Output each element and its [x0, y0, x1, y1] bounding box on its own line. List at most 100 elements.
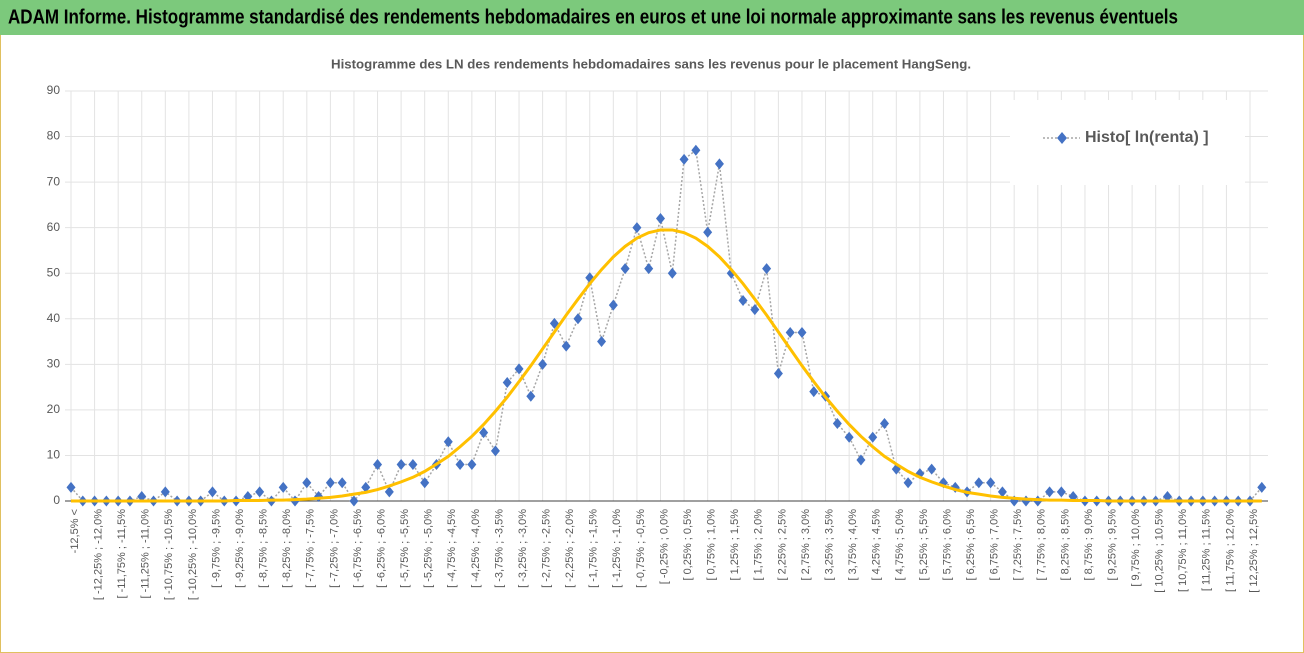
data-point [1045, 486, 1055, 498]
data-point [549, 317, 559, 329]
data-point [797, 326, 807, 338]
data-point [349, 495, 359, 507]
data-point [337, 477, 347, 489]
data-point [632, 222, 642, 234]
x-tick-label: [ -2,75% ; -2,5% [541, 509, 553, 588]
legend-box [1010, 100, 1245, 185]
x-tick-label: [ 1,25% ; 1,5% [729, 509, 741, 581]
x-tick-label: [ -11,75% ; -11,5% [116, 509, 128, 599]
x-tick-label: [ 10,75% ; 11,0% [1177, 509, 1189, 592]
x-tick-label: [ 11,25% ; 11,5% [1201, 509, 1213, 591]
x-tick-label: [ 9,25% ; 9,5% [1106, 509, 1118, 581]
x-tick-label: [ -9,75% ; -9,5% [210, 509, 222, 588]
data-point [467, 459, 477, 471]
x-tick-label: [ 11,75% ; 12,0% [1224, 509, 1236, 592]
x-tick-label: [ 7,75% ; 8,0% [1036, 509, 1048, 581]
x-tick-label: [ 0,25% ; 0,5% [682, 509, 694, 581]
x-tick-label: [ -5,75% ; -5,5% [399, 509, 411, 588]
y-tick-label: 80 [47, 129, 61, 143]
data-point [691, 144, 701, 156]
data-point [903, 477, 913, 489]
data-point [656, 213, 665, 225]
data-point [455, 459, 465, 471]
data-point [844, 431, 854, 443]
data-point [502, 377, 512, 389]
data-point [443, 436, 453, 448]
x-tick-label: [ 3,75% ; 4,0% [847, 509, 859, 581]
x-tick-label: [ -1,25% ; -1,0% [611, 509, 623, 588]
x-tick-label: [ -2,25% ; -2,0% [564, 509, 576, 588]
x-tick-label: [ 8,25% ; 8,5% [1059, 509, 1071, 581]
data-point [679, 153, 689, 165]
x-tick-label: -12,5% < [69, 509, 81, 553]
data-point [160, 486, 170, 498]
data-point [66, 481, 76, 493]
x-tick-label: [ 3,25% ; 3,5% [823, 509, 835, 581]
y-tick-label: 90 [47, 83, 61, 97]
y-tick-label: 20 [47, 402, 61, 416]
data-point [667, 267, 677, 279]
data-point [644, 263, 654, 275]
data-point [738, 295, 748, 307]
data-point [927, 463, 937, 475]
data-point [868, 431, 878, 443]
x-tick-label: [ -6,75% ; -6,5% [352, 509, 364, 588]
x-tick-label: [ -7,25% ; -7,0% [328, 509, 340, 588]
data-point [762, 263, 772, 275]
title-bar [0, 0, 1304, 35]
data-point [408, 459, 418, 471]
x-tick-label: [ 4,75% ; 5,0% [894, 509, 906, 581]
x-tick-label: [ -10,75% ; -10,5% [163, 509, 175, 600]
series-line [71, 228, 1262, 503]
data-point [325, 477, 335, 489]
data-point [750, 304, 760, 316]
x-tick-label: [ 10,25% ; 10,5% [1154, 509, 1166, 593]
x-tick-label: [ -9,25% ; -9,0% [234, 509, 246, 588]
data-point [974, 477, 984, 489]
data-point [1056, 486, 1066, 498]
x-tick-label: [ -3,25% ; -3,0% [517, 509, 529, 588]
x-tick-label: [ 2,75% ; 3,0% [800, 509, 812, 581]
x-tick-label: [ 2,25% ; 2,5% [776, 509, 788, 581]
x-tick-label: [ -7,75% ; -7,5% [305, 509, 317, 588]
y-tick-label: 40 [47, 311, 61, 325]
x-tick-label: [ 5,75% ; 6,0% [941, 509, 953, 581]
data-point [997, 486, 1007, 498]
chart-subtitle: Histogramme des LN des rendements hebdom… [331, 56, 971, 71]
data-point [361, 481, 371, 493]
x-tick-label: [ -4,25% ; -4,0% [470, 509, 482, 588]
x-tick-label: [ -8,75% ; -8,5% [258, 509, 270, 588]
data-point [384, 486, 394, 498]
y-tick-label: 60 [47, 220, 61, 234]
data-point [373, 459, 383, 471]
x-tick-label: [ 12,25% ; 12,5% [1248, 509, 1260, 593]
y-tick-label: 10 [47, 448, 61, 462]
x-tick-label: [ 6,75% ; 7,0% [989, 509, 1001, 581]
data-point [1162, 490, 1172, 502]
chart-title: ADAM Informe. Histogramme standardisé de… [8, 6, 1178, 28]
x-tick-label: [ -12,25% ; -12,0% [92, 509, 104, 600]
data-point [514, 363, 524, 375]
series-line [70, 148, 1263, 503]
x-tick-label: [ 5,25% ; 5,5% [918, 509, 930, 581]
x-tick-label: [ -10,25% ; -10,0% [187, 509, 199, 600]
x-tick-label: [ -1,75% ; -1,5% [588, 509, 600, 588]
x-tick-label: [ -3,75% ; -3,5% [493, 509, 505, 588]
x-tick-label: [ -5,25% ; -5,0% [423, 509, 435, 588]
data-point [207, 486, 217, 498]
data-point [608, 299, 618, 311]
x-tick-label: [ 0,75% ; 1,0% [706, 509, 718, 581]
data-point [785, 326, 795, 338]
x-tick-label: [ 1,75% ; 2,0% [753, 509, 765, 581]
data-point [809, 386, 819, 398]
data-point [526, 390, 536, 402]
x-tick-label: [ 7,25% ; 7,5% [1012, 509, 1024, 581]
legend-marker [1057, 132, 1067, 144]
x-tick-label: [ 6,25% ; 6,5% [965, 509, 977, 581]
x-tick-label: [ -11,25% ; -11,0% [140, 509, 152, 599]
y-tick-label: 70 [47, 174, 61, 188]
data-point [773, 367, 783, 379]
data-point [880, 418, 890, 430]
